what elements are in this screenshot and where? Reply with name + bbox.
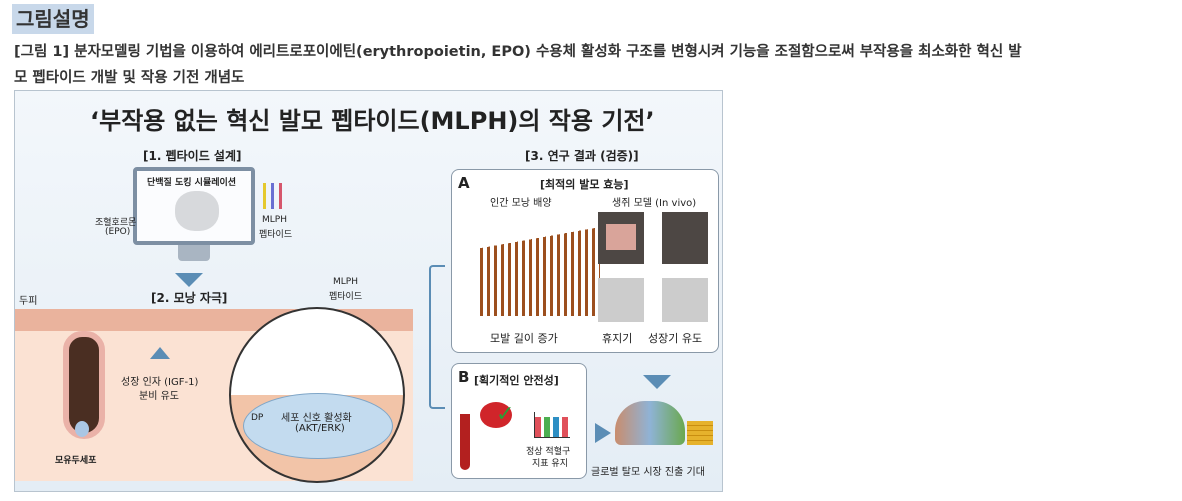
signal-label: 세포 신호 활성화 — [281, 413, 352, 424]
coins-icon — [687, 421, 713, 445]
mlph-label: MLPH — [262, 215, 287, 225]
mlph-label: MLPH — [333, 277, 358, 287]
follicle-anagen — [662, 278, 708, 322]
protein-icon — [175, 191, 219, 231]
screen-label: 단백질 도킹 시뮬레이션 — [147, 178, 237, 188]
step3-label: [3. 연구 결과 (검증)] — [525, 149, 639, 163]
check-icon: ✓ — [496, 402, 515, 427]
anagen-label: 성장기 유도 — [648, 332, 703, 345]
caption-line-1: [그림 1] 분자모델링 기법을 이용하여 에리트로포이에틴(erythropo… — [14, 44, 1022, 60]
figure-title: ‘부작용 없는 혁신 발모 펩타이드(MLPH)의 작용 기전’ — [90, 107, 655, 135]
epo-label: 조혈호르몬 — [95, 218, 137, 228]
length-label: 모발 길이 증가 — [490, 332, 558, 345]
mouse-label: 생쥐 모델 (In vivo) — [612, 198, 697, 209]
mouse-before — [598, 212, 644, 264]
panel-a-title: [최적의 발모 효능] — [540, 178, 629, 191]
mlph-label-2: 펩타이드 — [259, 230, 293, 240]
market-label: 글로벌 탈모 시장 진출 기대 — [591, 467, 705, 478]
follicle-telogen — [598, 278, 644, 322]
mouse-after — [662, 212, 708, 264]
monitor-stand — [178, 245, 210, 261]
red-blood-cell-icon — [480, 402, 512, 428]
arrow-up-icon — [150, 347, 170, 359]
dermal-papilla — [75, 421, 89, 437]
growth-label: 성장 인자 (IGF-1) — [121, 377, 199, 388]
signal-label-2: (AKT/ERK) — [295, 423, 345, 434]
arrow-down-icon — [643, 375, 671, 389]
arrow-down-icon — [175, 273, 203, 287]
blood-tube-icon — [460, 414, 470, 470]
panel-a: A [최적의 발모 효능] 인간 모낭 배양 생쥐 모델 (In vivo) 모… — [451, 169, 719, 353]
cell — [243, 393, 393, 459]
bar-chart-icon — [534, 412, 570, 438]
panel-a-letter: A — [458, 174, 470, 192]
zoom-circle — [229, 307, 405, 483]
epo-label-2: (EPO) — [105, 227, 131, 237]
panel-b: B [획기적인 안전성] ✓ 정상 적혈구 지표 유지 — [451, 363, 587, 479]
dermal-papilla-label: 모유두세포 — [55, 456, 97, 466]
panel-b-letter: B — [458, 368, 470, 386]
growth-label-2: 분비 유도 — [139, 391, 179, 402]
step2-label: [2. 모낭 자극] — [151, 291, 228, 305]
monitor: 단백질 도킹 시뮬레이션 — [133, 167, 255, 245]
caption-line-2: 모 펩타이드 개발 및 작용 기전 개념도 — [14, 70, 245, 86]
dp-label: DP — [251, 413, 264, 423]
people-icon — [615, 401, 685, 445]
panel-b-title: [획기적인 안전성] — [474, 374, 559, 387]
rbc-label-2: 지표 유지 — [532, 459, 568, 469]
human-label: 인간 모낭 배양 — [490, 198, 552, 209]
hair-length-chart — [480, 226, 600, 316]
rbc-label: 정상 적혈구 — [526, 447, 571, 457]
figure-image: ‘부작용 없는 혁신 발모 펩타이드(MLPH)의 작용 기전’ [1. 펩타이… — [14, 90, 723, 492]
bracket-arrow — [429, 265, 445, 409]
section-heading: 그림설명 — [12, 4, 94, 34]
arrow-right-icon — [595, 423, 611, 443]
mlph-label-2: 펩타이드 — [329, 292, 363, 302]
telogen-label: 휴지기 — [602, 332, 633, 345]
scalp-label: 두피 — [19, 296, 38, 307]
peptide-icon — [263, 183, 289, 209]
step1-label: [1. 펩타이드 설계] — [143, 149, 242, 163]
